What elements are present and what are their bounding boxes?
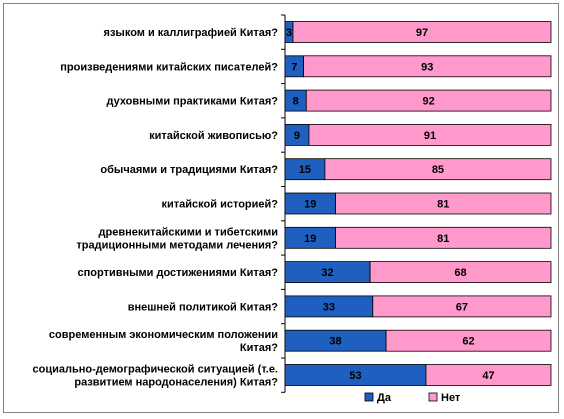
bars: 3 97 7 93 8 92 9 91 15 85 19 81 19 81 32 68 33 67 38 62 53 47 xyxy=(281,14,552,393)
legend-label-yes: Да xyxy=(377,392,392,404)
bar-no xyxy=(369,261,552,284)
bar-no xyxy=(372,295,552,318)
value-label-yes: 38 xyxy=(329,336,341,348)
value-label-yes: 53 xyxy=(349,370,361,382)
legend-label-no: Нет xyxy=(441,392,461,404)
bar-no xyxy=(385,329,552,352)
value-label-yes: 3 xyxy=(286,27,292,39)
value-label-no: 67 xyxy=(456,301,468,313)
value-label-yes: 32 xyxy=(321,267,333,279)
bar-no xyxy=(324,158,552,181)
legend-swatch-no xyxy=(428,392,438,402)
value-label-no: 68 xyxy=(454,267,466,279)
category-label: произведениями китайских писателей? xyxy=(60,61,278,73)
category-label: современным экономическим положении Китая… xyxy=(49,329,278,354)
bar-no xyxy=(308,124,552,146)
value-label-yes: 19 xyxy=(304,199,316,211)
legend: Да Нет xyxy=(364,392,461,404)
value-label-yes: 19 xyxy=(304,233,316,245)
value-label-no: 91 xyxy=(424,130,436,142)
category-label: духовными практиками Китая? xyxy=(106,96,278,108)
value-label-no: 92 xyxy=(423,96,435,108)
value-label-no: 97 xyxy=(416,27,428,39)
value-label-yes: 8 xyxy=(293,96,299,108)
legend-swatch-yes xyxy=(364,392,374,402)
bar-no xyxy=(292,21,552,43)
value-label-yes: 33 xyxy=(323,301,335,313)
value-label-no: 93 xyxy=(421,61,433,73)
value-label-no: 62 xyxy=(462,336,474,348)
category-labels: языком и каллиграфией Китая? произведения… xyxy=(32,27,278,389)
value-label-yes: 7 xyxy=(291,61,297,73)
value-label-yes: 15 xyxy=(299,164,311,176)
category-label: социально-демографической ситуацией (т.е… xyxy=(32,364,278,389)
bar-no xyxy=(305,89,552,112)
value-label-yes: 9 xyxy=(294,130,300,142)
category-label: языком и каллиграфией Китая? xyxy=(104,27,279,39)
chart-frame xyxy=(3,3,559,413)
category-label: китайской историей? xyxy=(162,199,279,211)
bar-no xyxy=(335,192,552,215)
category-label: спортивными достижениями Китая? xyxy=(78,267,279,279)
value-label-no: 81 xyxy=(437,233,449,245)
category-label: обычаями и традициями Китая? xyxy=(100,164,278,176)
value-label-no: 85 xyxy=(432,164,444,176)
category-label: древнекитайскими и тибетскими традиционны… xyxy=(76,226,278,251)
category-label: внешней политикой Китая? xyxy=(128,301,279,313)
bar-no xyxy=(335,226,552,249)
value-label-no: 47 xyxy=(482,370,494,382)
value-label-no: 81 xyxy=(437,199,449,211)
category-label: китайской живописью? xyxy=(149,130,278,142)
bar-no xyxy=(303,55,552,78)
bar-no xyxy=(425,364,552,386)
